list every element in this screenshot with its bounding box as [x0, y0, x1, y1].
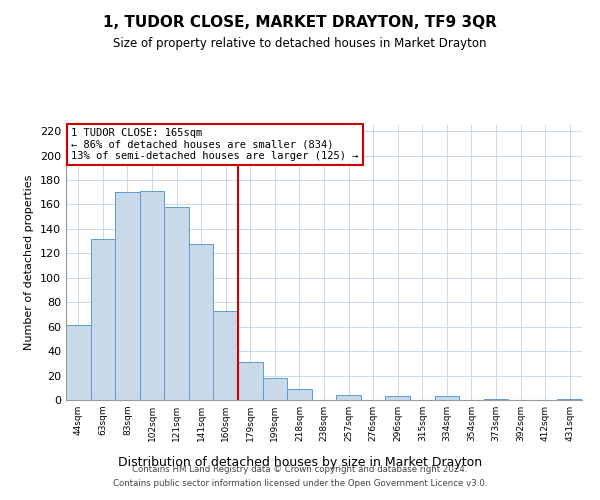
Text: 1, TUDOR CLOSE, MARKET DRAYTON, TF9 3QR: 1, TUDOR CLOSE, MARKET DRAYTON, TF9 3QR — [103, 15, 497, 30]
Bar — [484, 399, 508, 400]
Bar — [140, 191, 164, 400]
Bar — [164, 207, 189, 400]
Bar — [66, 326, 91, 400]
Bar — [189, 244, 214, 400]
Bar — [336, 395, 361, 400]
Text: Size of property relative to detached houses in Market Drayton: Size of property relative to detached ho… — [113, 38, 487, 51]
Text: Distribution of detached houses by size in Market Drayton: Distribution of detached houses by size … — [118, 456, 482, 469]
Text: Contains HM Land Registry data © Crown copyright and database right 2024.
Contai: Contains HM Land Registry data © Crown c… — [113, 466, 487, 487]
Y-axis label: Number of detached properties: Number of detached properties — [25, 175, 34, 350]
Bar — [91, 238, 115, 400]
Bar — [115, 192, 140, 400]
Bar — [238, 362, 263, 400]
Bar — [385, 396, 410, 400]
Bar — [214, 311, 238, 400]
Text: 1 TUDOR CLOSE: 165sqm
← 86% of detached houses are smaller (834)
13% of semi-det: 1 TUDOR CLOSE: 165sqm ← 86% of detached … — [71, 128, 359, 161]
Bar — [434, 396, 459, 400]
Bar — [287, 389, 312, 400]
Bar — [263, 378, 287, 400]
Bar — [557, 399, 582, 400]
